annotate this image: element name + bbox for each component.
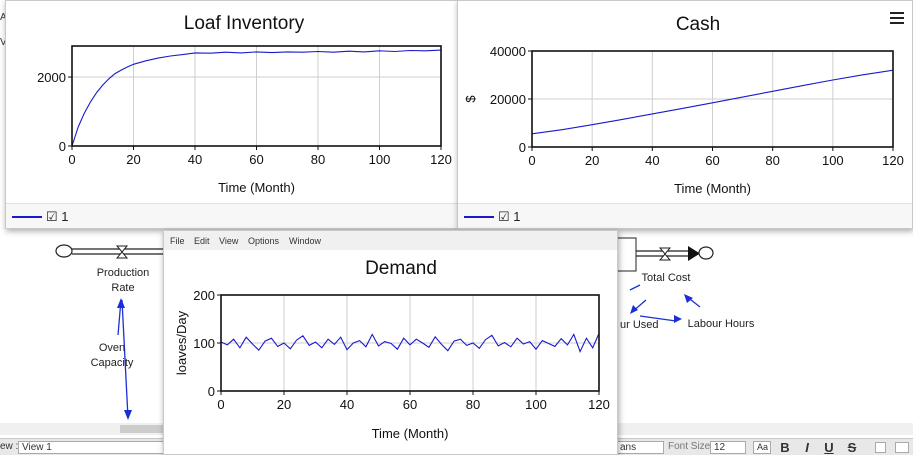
x-axis-label: Time (Month) bbox=[674, 181, 751, 196]
x-axis-label: Time (Month) bbox=[372, 426, 449, 441]
font-size-label: Font Size : bbox=[668, 441, 716, 452]
cloud-icon bbox=[55, 244, 73, 258]
graph-window-cash[interactable]: Cash 0 20 40 60 80 100 120 0 20000 40000 Time (Mont… bbox=[457, 0, 913, 229]
legend-line bbox=[464, 216, 494, 218]
variable-labour-used[interactable]: ur Used bbox=[620, 319, 659, 331]
chart-title: Demand bbox=[365, 258, 437, 279]
x-tick-label: 80 bbox=[765, 153, 779, 168]
strikethrough-button[interactable]: S bbox=[847, 440, 857, 455]
x-tick-label: 40 bbox=[340, 397, 354, 412]
legend-line bbox=[12, 216, 42, 218]
font-select[interactable]: ans bbox=[616, 441, 664, 454]
x-tick-label: 0 bbox=[68, 152, 75, 167]
series-line-demand bbox=[220, 333, 600, 354]
x-tick-label: 60 bbox=[403, 397, 417, 412]
x-axis-label: Time (Month) bbox=[218, 180, 295, 195]
edge-fragment: V bbox=[0, 37, 7, 48]
chart-title: Loaf Inventory bbox=[184, 13, 305, 34]
menu-options[interactable]: Options bbox=[248, 236, 280, 246]
graph-window-demand[interactable]: File Edit View Options Window Demand 0 20 4… bbox=[163, 230, 618, 455]
x-tick-label: 0 bbox=[528, 153, 535, 168]
legend: ☑ 1 bbox=[6, 203, 457, 228]
flow-arrow-icon bbox=[688, 246, 700, 261]
y-tick-label: 0 bbox=[59, 139, 66, 154]
legend-label[interactable]: ☑ 1 bbox=[498, 209, 521, 224]
valve-icon[interactable] bbox=[658, 247, 672, 261]
y-axis-label: loaves/Day bbox=[174, 310, 189, 375]
menu-icon[interactable] bbox=[890, 12, 904, 24]
x-tick-label: 20 bbox=[277, 397, 291, 412]
font-size-select[interactable]: 12 bbox=[710, 441, 746, 454]
x-tick-label: 60 bbox=[705, 153, 719, 168]
italic-button[interactable]: I bbox=[805, 440, 809, 455]
y-tick-label: 40000 bbox=[490, 44, 526, 59]
variable-production-rate[interactable]: Production Rate bbox=[96, 267, 150, 294]
graph-window-loaf-inventory[interactable]: Loaf Inventory 0 20 40 60 80 100 120 0 2000 Time (… bbox=[5, 0, 458, 229]
legend-label[interactable]: ☑ 1 bbox=[46, 209, 69, 224]
x-tick-label: 120 bbox=[430, 152, 452, 167]
cloud-icon bbox=[698, 246, 714, 260]
x-tick-label: 120 bbox=[882, 153, 904, 168]
aa-button[interactable]: Aa bbox=[753, 441, 771, 454]
series-line-1 bbox=[71, 49, 442, 147]
x-tick-label: 40 bbox=[188, 152, 202, 167]
underline-button[interactable]: U bbox=[824, 440, 834, 455]
x-tick-label: 60 bbox=[249, 152, 263, 167]
legend: ☑ 1 bbox=[458, 203, 912, 228]
menu-window[interactable]: Window bbox=[289, 236, 322, 246]
series-line-1 bbox=[531, 69, 894, 135]
x-tick-label: 100 bbox=[525, 397, 547, 412]
y-tick-label: 200 bbox=[193, 288, 215, 303]
x-tick-label: 120 bbox=[588, 397, 610, 412]
variable-total-cost[interactable]: Total Cost bbox=[641, 272, 691, 284]
x-tick-label: 100 bbox=[822, 153, 844, 168]
valve-icon[interactable] bbox=[115, 245, 129, 259]
y-tick-label: 0 bbox=[519, 140, 526, 155]
y-axis-label: $ bbox=[463, 95, 478, 103]
y-tick-label: 100 bbox=[193, 336, 215, 351]
menu-view[interactable]: View bbox=[219, 236, 239, 246]
shape-icon[interactable] bbox=[875, 442, 886, 453]
view-prefix: ew : bbox=[0, 441, 19, 452]
variable-labour-hours[interactable]: Labour Hours bbox=[687, 318, 755, 330]
menu-edit[interactable]: Edit bbox=[194, 236, 210, 246]
y-tick-label: 20000 bbox=[490, 92, 526, 107]
cash-chart: Cash 0 20 40 60 80 100 120 0 20000 40000 Time (Mont… bbox=[463, 14, 904, 196]
x-tick-label: 100 bbox=[369, 152, 391, 167]
x-tick-label: 20 bbox=[585, 153, 599, 168]
y-tick-label: 0 bbox=[208, 384, 215, 399]
edge-fragment: A bbox=[0, 12, 7, 23]
x-tick-label: 20 bbox=[126, 152, 140, 167]
x-tick-label: 40 bbox=[645, 153, 659, 168]
x-tick-label: 80 bbox=[466, 397, 480, 412]
menu-bar: File Edit View Options Window bbox=[164, 231, 617, 250]
fill-icon[interactable] bbox=[895, 442, 909, 453]
y-tick-label: 2000 bbox=[37, 70, 66, 85]
chart-title: Cash bbox=[676, 14, 720, 35]
x-tick-label: 80 bbox=[311, 152, 325, 167]
scrollbar-thumb[interactable] bbox=[120, 425, 165, 433]
variable-oven-capacity[interactable]: Oven Capacity bbox=[90, 342, 134, 369]
bold-button[interactable]: B bbox=[780, 440, 790, 455]
x-tick-label: 0 bbox=[217, 397, 224, 412]
loaf-inventory-chart: Loaf Inventory 0 20 40 60 80 100 120 0 2000 Time (… bbox=[37, 13, 452, 195]
demand-chart: Demand 0 20 40 60 80 100 120 0 100 200 Time (Month)… bbox=[174, 258, 610, 441]
view-select[interactable]: View 1 bbox=[18, 441, 164, 454]
menu-file[interactable]: File bbox=[170, 236, 185, 246]
